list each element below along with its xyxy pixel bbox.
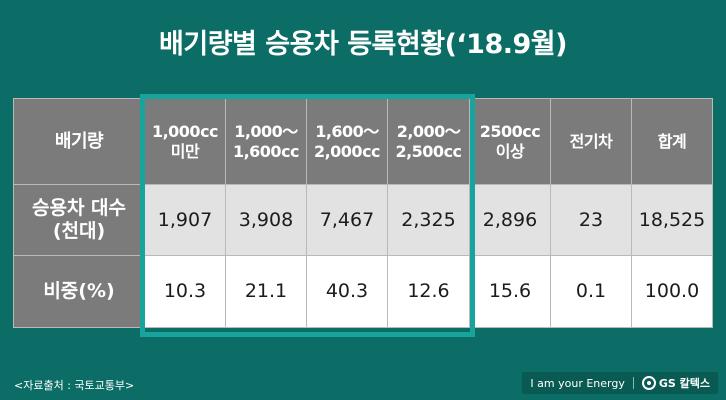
brand-name: GS 칼텍스 [658, 377, 710, 390]
row-label-text: 승용차 대수 [31, 197, 126, 220]
table-cell: 18,525 [631, 184, 713, 256]
header-col-1000-1600: 1,000～ 1,600cc [225, 98, 307, 185]
table-cell: 12.6 [387, 255, 470, 328]
table-cell: 2,896 [469, 184, 551, 256]
header-text: 2,500cc [395, 141, 462, 161]
header-text: 1,600～ [315, 122, 379, 142]
row-label-share: 비중(%) [13, 255, 145, 328]
table-cell: 1,907 [144, 184, 226, 256]
header-col-2000-2500: 2,000～ 2,500cc [387, 98, 470, 185]
header-text: 전기차 [569, 131, 613, 151]
header-text: 1,000～ [234, 122, 298, 142]
header-col-1600-2000: 1,600～ 2,000cc [306, 98, 388, 185]
brand-logo: GS 칼텍스 [641, 375, 710, 391]
table-cell: 15.6 [469, 255, 551, 328]
table-cell: 10.3 [144, 255, 226, 328]
table-cell: 40.3 [306, 255, 388, 328]
source-note: <자료출처 : 국토교통부> [14, 379, 135, 392]
header-text: 미만 [170, 141, 200, 161]
table-header-row: 배기량 1,000cc 미만 1,000～ 1,600cc 1,600～ 2,0… [13, 98, 713, 185]
table-cell: 7,467 [306, 184, 388, 256]
row-label-text: (천대) [52, 220, 106, 242]
header-col-total: 합계 [631, 98, 713, 185]
page-title: 배기량별 승용차 등록현황(‘18.9월) [159, 29, 567, 60]
table-row-vehicle-count: 승용차 대수 (천대) 1,907 3,908 7,467 2,325 2,89… [13, 184, 713, 256]
table-cell: 23 [550, 184, 632, 256]
header-col-over-2500: 2500cc 이상 [469, 98, 551, 185]
table-cell: 21.1 [225, 255, 307, 328]
footer-divider [632, 377, 634, 389]
header-col-under-1000: 1,000cc 미만 [144, 98, 226, 185]
header-text: 1,000cc [151, 122, 219, 142]
header-col-electric: 전기차 [550, 98, 632, 185]
table-cell: 2,325 [387, 184, 470, 256]
table-cell: 0.1 [550, 255, 632, 328]
header-text: 2500cc [479, 122, 541, 142]
brand-footer: I am your Energy GS 칼텍스 [522, 372, 718, 394]
header-text: 합계 [657, 131, 687, 151]
registration-table: 배기량 1,000cc 미만 1,000～ 1,600cc 1,600～ 2,0… [13, 98, 713, 328]
brand-slogan: I am your Energy [530, 376, 625, 390]
table-row-share: 비중(%) 10.3 21.1 40.3 12.6 15.6 0.1 100.0 [13, 255, 713, 328]
table-cell: 100.0 [631, 255, 713, 328]
header-label-displacement: 배기량 [13, 98, 145, 185]
header-text: 2,000～ [396, 122, 461, 142]
header-text: 2,000cc [313, 141, 381, 161]
header-text: 이상 [495, 141, 525, 161]
table-cell: 3,908 [225, 184, 307, 256]
gs-caltex-logo-icon [641, 376, 656, 390]
row-label-vehicle-count: 승용차 대수 (천대) [13, 184, 145, 256]
header-text: 1,600cc [232, 141, 300, 161]
